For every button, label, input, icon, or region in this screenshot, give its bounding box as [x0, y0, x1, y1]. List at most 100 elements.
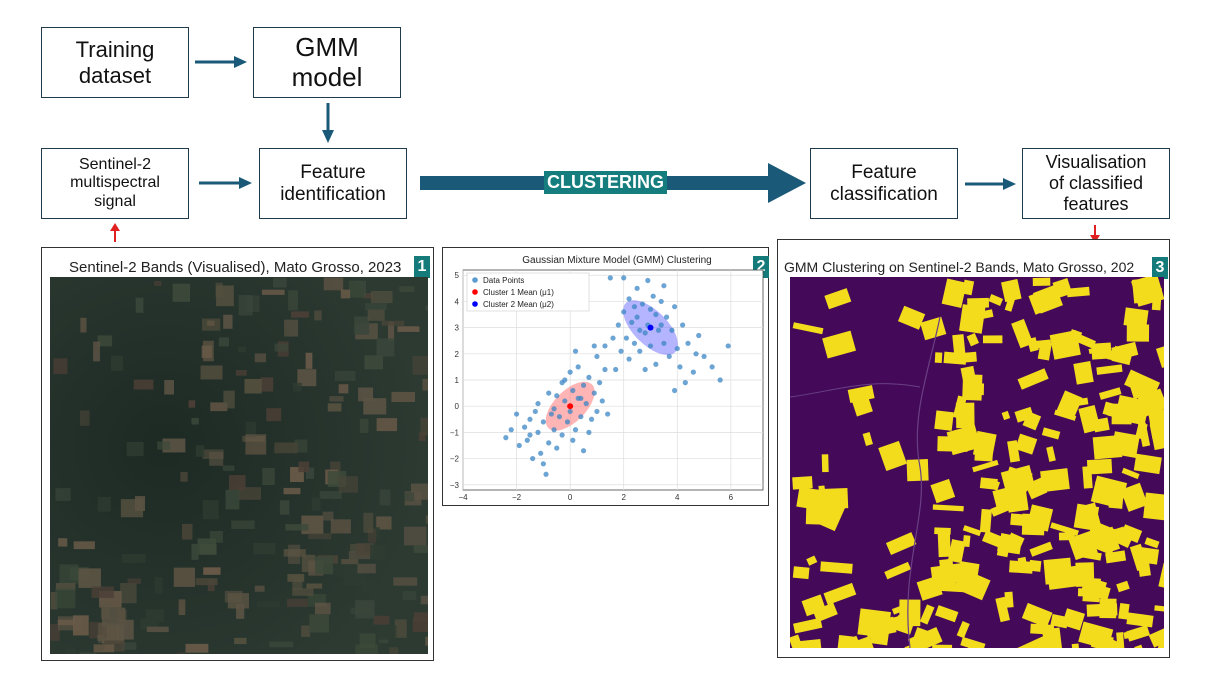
classified-field-patch — [952, 395, 967, 419]
classified-field-patch — [892, 615, 902, 627]
classified-field-patch — [838, 635, 863, 648]
satellite-field-patch — [376, 418, 398, 432]
classified-field-patch — [1032, 277, 1051, 286]
satellite-field-patch — [101, 607, 126, 627]
satellite-field-patch — [388, 321, 395, 342]
classified-field-patch — [1009, 560, 1033, 574]
data-point — [597, 380, 603, 386]
feature-classification-box: Feature classification — [810, 148, 958, 219]
data-point — [543, 471, 549, 477]
satellite-field-patch — [244, 378, 262, 394]
satellite-field-patch — [50, 592, 58, 610]
data-point — [567, 369, 573, 375]
data-point — [677, 364, 683, 370]
data-point — [639, 301, 646, 307]
classified-field-patch — [974, 444, 994, 462]
classified-field-patch — [1066, 329, 1083, 348]
classified-field-patch — [1086, 458, 1113, 475]
data-point — [513, 411, 520, 417]
classified-field-patch — [1041, 427, 1061, 440]
data-point — [578, 395, 584, 401]
arrowhead-training-to-gmm — [234, 56, 247, 68]
data-point — [546, 390, 552, 396]
satellite-field-patch — [297, 369, 317, 387]
classified-field-patch — [799, 487, 822, 500]
classified-field-patch — [1077, 588, 1102, 597]
classified-field-patch — [885, 532, 917, 556]
satellite-field-patch — [364, 355, 384, 370]
classified-field-patch — [822, 330, 857, 359]
satellite-field-patch — [56, 583, 76, 591]
satellite-field-patch — [209, 531, 223, 543]
satellite-field-patch — [363, 512, 374, 533]
satellite-field-patch — [254, 353, 266, 363]
classified-field-patch — [1082, 466, 1093, 489]
classified-field-patch — [792, 476, 813, 490]
classified-field-patch — [897, 305, 926, 330]
arrowhead-gmm-to-feature — [322, 130, 334, 143]
satellite-field-patch — [50, 624, 60, 641]
flow-arrows — [110, 56, 1100, 243]
data-point — [580, 448, 587, 454]
satellite-field-patch — [185, 643, 209, 653]
classified-field-patch — [1144, 537, 1160, 549]
satellite-field-patch — [373, 615, 390, 625]
satellite-field-patch — [188, 400, 196, 408]
satellite-field-patch — [425, 305, 428, 311]
satellite-field-patch — [195, 445, 205, 457]
classified-field-patch — [979, 508, 992, 533]
data-point — [540, 419, 546, 425]
satellite-field-patch — [284, 319, 299, 337]
y-tick-label: 0 — [455, 402, 460, 411]
red-arrow-up-head — [110, 223, 120, 231]
classified-field-patch — [992, 486, 1016, 512]
classified-field-patch — [937, 581, 970, 593]
satellite-field-patch — [191, 417, 199, 425]
classified-field-patch — [1050, 613, 1069, 629]
data-point — [655, 327, 662, 333]
satellite-field-patch — [273, 277, 287, 288]
data-point — [567, 408, 573, 415]
data-point — [631, 304, 638, 310]
satellite-field-patch — [340, 289, 351, 299]
classified-field-patch — [1120, 524, 1143, 543]
satellite-field-patch — [389, 647, 399, 654]
classified-field-patch — [1029, 541, 1053, 557]
satellite-field-patch — [292, 575, 303, 590]
classified-field-patch — [1148, 625, 1164, 648]
classified-field-patch — [1108, 494, 1124, 509]
data-point — [564, 419, 571, 425]
satellite-field-patch — [261, 289, 285, 295]
satellite-field-patch — [201, 318, 221, 331]
data-point — [642, 366, 648, 373]
classified-field-patch — [1155, 344, 1164, 369]
data-point — [548, 411, 554, 417]
classified-field-patch — [1105, 550, 1127, 564]
satellite-field-patch — [379, 489, 391, 506]
legend-label-mean1: Cluster 1 Mean (μ1) — [483, 288, 554, 297]
classified-field-patch — [962, 383, 985, 396]
data-point — [634, 314, 640, 320]
classified-field-patch — [1111, 431, 1140, 458]
satellite-field-patch — [301, 625, 311, 637]
data-point — [594, 408, 600, 415]
data-point — [551, 406, 557, 412]
satellite-field-patch — [111, 355, 124, 371]
gmm-scatter-chart: Gaussian Mixture Model (GMM) Clustering … — [450, 255, 764, 502]
data-point — [680, 322, 686, 328]
data-point — [562, 377, 568, 383]
classified-field-patch — [1014, 406, 1034, 423]
satellite-field-patch — [413, 545, 428, 553]
classified-field-patch — [1086, 603, 1118, 617]
classified-field-patch — [1001, 410, 1011, 421]
classified-field-patch — [824, 288, 852, 310]
data-point — [503, 435, 509, 441]
satellite-field-patch — [78, 568, 101, 588]
satellite-field-patch — [311, 497, 321, 511]
x-tick-label: 0 — [568, 493, 573, 502]
satellite-field-patch — [391, 391, 415, 403]
classified-field-patch — [794, 638, 822, 648]
y-tick-label: −1 — [450, 428, 460, 437]
classified-field-patch — [1054, 409, 1077, 421]
satellite-field-patch — [269, 641, 294, 648]
